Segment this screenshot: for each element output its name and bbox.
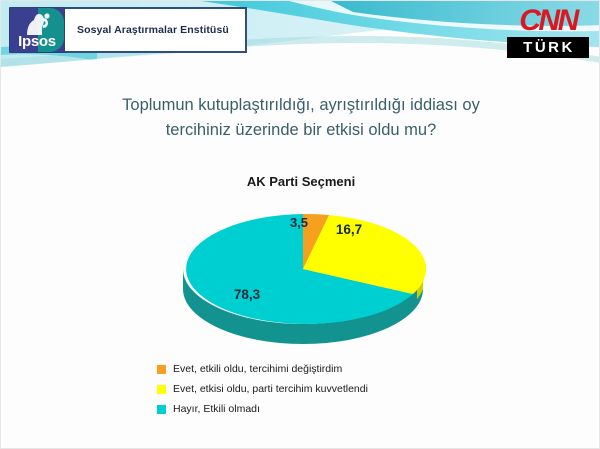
legend-swatch-orange-icon	[157, 364, 166, 374]
pie-chart: 3,5 16,7 78,3	[181, 199, 427, 344]
ipsos-tagline-box: Sosyal Araştırmalar Enstitüsü	[61, 7, 247, 53]
legend-label-hayir: Hayır, Etkili olmadı	[173, 403, 260, 415]
question-line-1: Toplumun kutuplaştırıldığı, ayrıştırıldı…	[122, 96, 480, 114]
ipsos-wordmark: Ipsos	[18, 33, 56, 50]
pie-label-78-3: 78,3	[234, 287, 261, 302]
chart-title: AK Parti Seçmeni	[246, 174, 356, 189]
turk-wordmark: TÜRK	[507, 37, 589, 58]
cnn-turk-logo: CNN TÜRK	[507, 6, 589, 58]
pie-label-16-7: 16,7	[336, 222, 362, 237]
chart-legend: Evet, etkili oldu, tercihimi değiştirdim…	[157, 363, 477, 423]
ipsos-tagline-text: Sosyal Araştırmalar Enstitüsü	[77, 24, 229, 36]
pie-side-cyan	[183, 269, 423, 344]
legend-item-evet-kuvvetlendi: Evet, etkisi oldu, parti tercihim kuvvet…	[157, 383, 477, 395]
legend-item-evet-degistirdim: Evet, etkili oldu, tercihimi değiştirdim	[157, 363, 477, 375]
question-line-2: tercihiniz üzerinde bir etkisi oldu mu?	[165, 121, 437, 139]
brand-header: Ipsos Sosyal Araştırmalar Enstitüsü	[9, 7, 247, 53]
pie-label-3-5: 3,5	[290, 215, 308, 230]
legend-label-evet-degistirdim: Evet, etkili oldu, tercihimi değiştirdim	[173, 363, 343, 375]
legend-item-hayir: Hayır, Etkili olmadı	[157, 403, 477, 415]
pie-slice-evet-kuvvetlendi	[303, 215, 427, 294]
page-title: Toplumun kutuplaştırıldığı, ayrıştırıldı…	[41, 93, 561, 143]
pie-slice-evet-degistirdim	[303, 213, 329, 269]
ipsos-logo: Ipsos	[9, 7, 65, 53]
legend-label-evet-kuvvetlendi: Evet, etkisi oldu, parti tercihim kuvvet…	[173, 383, 368, 395]
pie-slice-hayir	[186, 214, 413, 324]
legend-swatch-yellow-icon	[157, 384, 166, 394]
cnn-wordmark: CNN	[519, 4, 579, 37]
pie-chart-svg: 3,5 16,7 78,3	[183, 213, 427, 344]
legend-swatch-cyan-icon	[157, 404, 166, 414]
